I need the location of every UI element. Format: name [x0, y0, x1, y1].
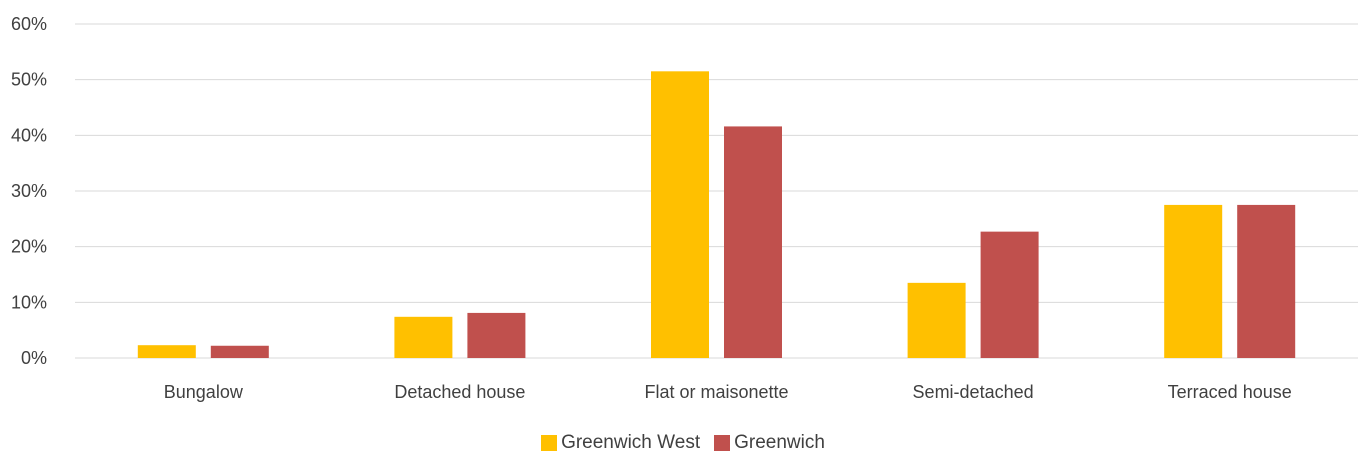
y-tick-label: 0% [21, 348, 47, 368]
bars [137, 71, 1296, 359]
legend-swatch-series-0 [541, 435, 558, 451]
x-category-label: Flat or maisonette [644, 382, 788, 402]
legend: Greenwich West Greenwich [0, 428, 1366, 458]
x-category-label: Detached house [394, 382, 525, 402]
bar-series-0 [394, 316, 453, 358]
y-axis-tick-labels: 0% 10% 20% 30% 40% 50% 60% [11, 14, 47, 368]
x-category-label: Bungalow [164, 382, 244, 402]
y-tick-label: 20% [11, 237, 47, 257]
bar-series-1 [724, 126, 782, 358]
y-tick-label: 60% [11, 14, 47, 34]
y-tick-label: 40% [11, 125, 47, 145]
bar-series-0 [907, 282, 966, 358]
legend-label-series-1: Greenwich [734, 432, 825, 453]
y-tick-label: 30% [11, 181, 47, 201]
bar-chart: 0% 10% 20% 30% 40% 50% 60% Bungalow Detached ho… [11, 14, 1358, 402]
legend-item-series-0: Greenwich West [541, 432, 700, 454]
y-tick-label: 50% [11, 70, 47, 90]
bar-series-1 [467, 312, 526, 358]
legend-item-series-1: Greenwich [714, 432, 825, 454]
bar-series-1 [1237, 204, 1296, 358]
x-axis-category-labels: Bungalow Detached house Flat or maisonette… [164, 382, 1292, 402]
legend-label-series-0: Greenwich West [561, 432, 701, 453]
bar-series-0 [1164, 204, 1223, 358]
gridlines [75, 23, 1358, 359]
bar-series-1 [980, 231, 1039, 358]
bar-series-0 [137, 345, 196, 358]
bar-series-1 [210, 345, 269, 358]
y-tick-label: 10% [11, 292, 47, 312]
legend-swatch-series-1 [714, 435, 731, 451]
x-category-label: Terraced house [1168, 382, 1292, 402]
x-category-label: Semi-detached [913, 382, 1034, 402]
bar-series-0 [651, 71, 709, 359]
